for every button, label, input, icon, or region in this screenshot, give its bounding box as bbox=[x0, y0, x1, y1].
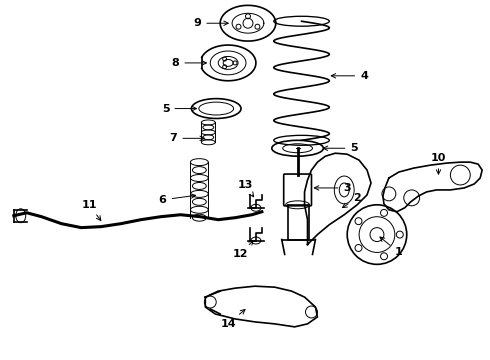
Text: 1: 1 bbox=[380, 237, 403, 257]
Text: 10: 10 bbox=[431, 153, 446, 174]
Text: 9: 9 bbox=[194, 18, 228, 28]
Text: 11: 11 bbox=[81, 200, 101, 221]
Text: 12: 12 bbox=[232, 240, 253, 260]
Text: 14: 14 bbox=[220, 310, 245, 329]
Text: 6: 6 bbox=[159, 194, 196, 205]
Text: 13: 13 bbox=[237, 180, 254, 197]
Text: 8: 8 bbox=[172, 58, 206, 68]
Text: 7: 7 bbox=[170, 133, 204, 143]
Text: 2: 2 bbox=[343, 193, 361, 208]
Text: 5: 5 bbox=[162, 104, 196, 113]
Text: 3: 3 bbox=[315, 183, 351, 193]
Text: 4: 4 bbox=[331, 71, 368, 81]
Text: 5: 5 bbox=[323, 143, 358, 153]
